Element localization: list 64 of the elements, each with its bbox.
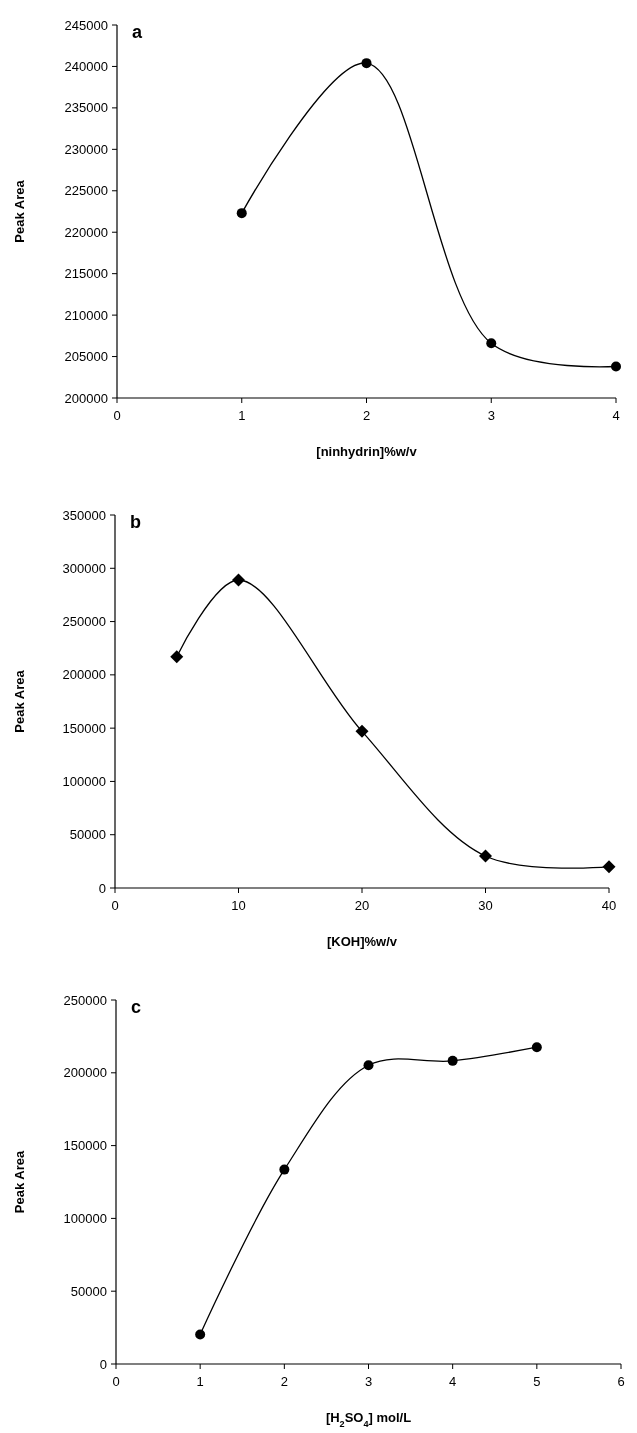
y-axis-title: Peak Area — [12, 1150, 27, 1214]
y-tick-label: 200000 — [64, 390, 108, 406]
x-tick-label: 0 — [113, 408, 121, 423]
point — [236, 208, 247, 219]
point — [279, 1164, 290, 1175]
x-tick-label: 6 — [617, 1374, 625, 1389]
point — [232, 573, 245, 587]
x-tick-label: 2 — [280, 1374, 288, 1389]
y-tick-label: 300000 — [62, 560, 106, 576]
y-tick-label: 220000 — [64, 224, 108, 240]
x-tick-label: 4 — [449, 1374, 457, 1389]
x-axis-title: [KOH]%w/v — [326, 934, 398, 949]
x-tick-label: 3 — [364, 1374, 373, 1389]
x-axis-title: [ninhydrin]%w/v — [316, 444, 418, 459]
point — [531, 1042, 542, 1053]
y-tick-label: 225000 — [64, 183, 108, 199]
y-tick-label: 150000 — [62, 720, 106, 736]
y-tick-label: 240000 — [64, 58, 108, 74]
y-tick-label: 100000 — [62, 773, 106, 789]
y-tick-label: 150000 — [63, 1138, 107, 1154]
y-tick-label: 350000 — [62, 507, 106, 523]
x-tick-label: 40 — [601, 898, 617, 913]
point — [363, 1060, 374, 1071]
y-tick-label: 230000 — [64, 141, 108, 157]
point — [355, 724, 369, 738]
y-tick-label: 0 — [98, 880, 106, 896]
chart-title: c — [131, 997, 142, 1017]
x-tick-label: 20 — [354, 898, 370, 913]
point — [486, 338, 497, 349]
x-tick-label: 1 — [196, 1374, 204, 1389]
x-tick-label: 30 — [478, 898, 493, 913]
y-tick-label: 100000 — [63, 1210, 107, 1226]
y-tick-label: 245000 — [64, 17, 108, 33]
y-tick-label: 205000 — [64, 349, 108, 365]
x-tick-label: 0 — [111, 898, 119, 913]
chart-title: a — [132, 22, 143, 42]
x-tick-label: 3 — [487, 408, 495, 423]
x-tick-label: 5 — [533, 1374, 541, 1389]
y-tick-label: 50000 — [70, 1283, 107, 1299]
y-axis-title: Peak Area — [12, 179, 27, 243]
y-tick-label: 210000 — [64, 307, 108, 323]
y-tick-label: 235000 — [64, 100, 108, 116]
x-tick-label: 1 — [238, 408, 246, 423]
x-tick-label: 2 — [362, 408, 371, 423]
y-tick-label: 0 — [99, 1356, 107, 1372]
chart-title: b — [130, 512, 141, 532]
point — [195, 1329, 206, 1340]
point — [447, 1055, 458, 1066]
y-tick-label: 50000 — [69, 827, 106, 843]
y-tick-label: 250000 — [62, 614, 106, 630]
point — [361, 58, 372, 69]
y-tick-label: 215000 — [64, 266, 108, 282]
x-tick-label: 4 — [612, 408, 620, 423]
point — [611, 361, 621, 372]
y-axis-title: Peak Area — [12, 669, 27, 733]
y-tick-label: 200000 — [62, 667, 106, 683]
y-tick-label: 250000 — [63, 992, 107, 1008]
point — [479, 849, 492, 863]
y-tick-label: 200000 — [63, 1065, 107, 1081]
point — [602, 860, 616, 874]
x-axis-title: [H$_{2}$SO$_{4}$] mol/L — [325, 1410, 412, 1429]
x-tick-label: 0 — [112, 1374, 120, 1389]
point — [170, 650, 184, 664]
x-tick-label: 10 — [231, 898, 246, 913]
